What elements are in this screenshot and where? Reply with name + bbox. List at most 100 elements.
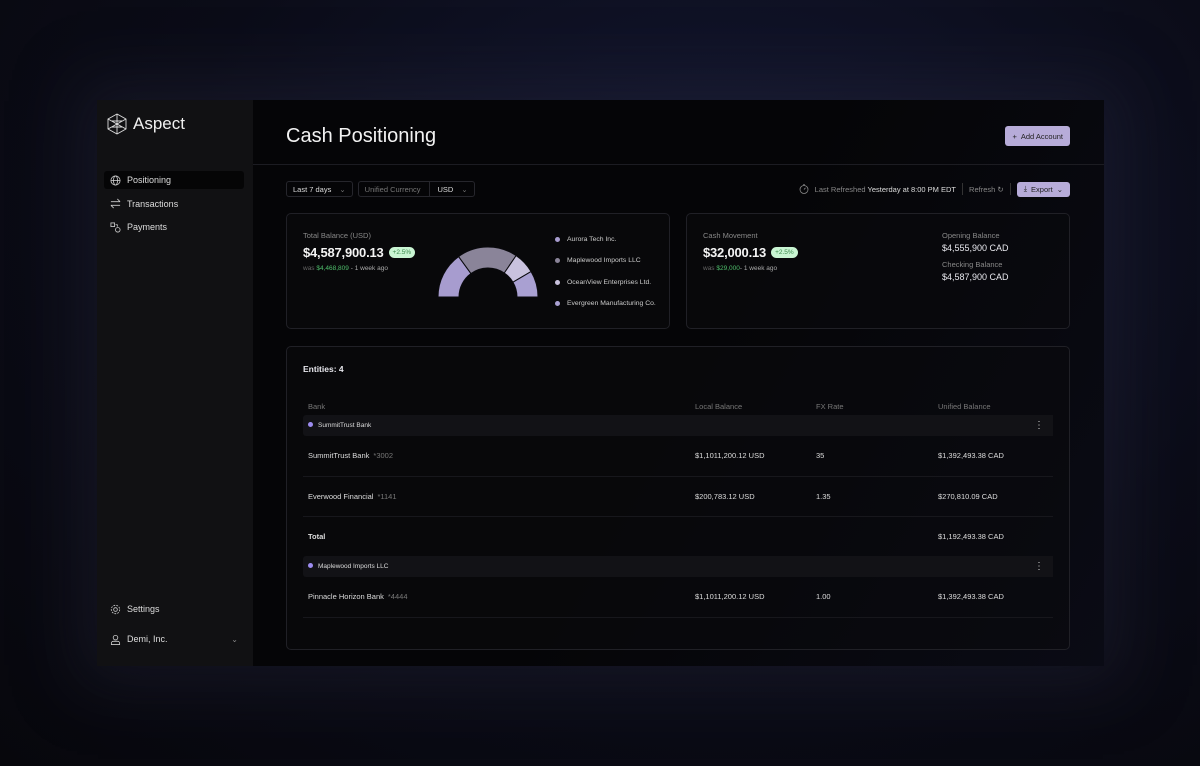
table-row[interactable]: Pinnacle Horizon Bank *4444 $1,1011,200.12… xyxy=(303,577,1053,618)
sidebar-item-transactions[interactable]: Transactions xyxy=(104,195,244,213)
column-header[interactable]: Unified Balance xyxy=(938,401,991,411)
legend-dot xyxy=(555,279,560,285)
fx-rate: 35 xyxy=(816,436,938,477)
currency-value: USD xyxy=(437,184,454,194)
change-badge: +2.5% xyxy=(771,247,798,259)
add-account-label: Add Account xyxy=(1020,131,1063,141)
legend-label: Aurora Tech Inc. xyxy=(567,235,617,243)
legend-dot xyxy=(555,236,560,242)
refresh-button[interactable]: Refresh ↻ xyxy=(969,185,1004,194)
was-value: $4,468,809 xyxy=(316,265,349,272)
user-icon xyxy=(110,634,121,645)
sidebar-item-positioning[interactable]: Positioning xyxy=(104,171,244,189)
chevron-down-icon: ⌄ xyxy=(339,184,346,194)
last-refreshed-label: Last Refreshed xyxy=(814,184,866,194)
arrows-icon xyxy=(110,198,121,209)
export-label: Export xyxy=(1031,184,1053,194)
chevron-down-icon: ⌄ xyxy=(231,634,238,644)
main-content: Cash Positioning + Add Account Last 7 day… xyxy=(253,100,1104,666)
local-balance: $1,1011,200.12 USD xyxy=(695,577,816,618)
more-options-icon[interactable]: ⋮ xyxy=(938,415,1053,436)
legend-dot xyxy=(555,301,560,306)
total-row: Total $1,192,493.38 CAD xyxy=(303,516,1053,556)
total-value: $1,192,493.38 CAD xyxy=(938,531,1004,541)
entities-table: Bank Local Balance FX Rate Unified Balan… xyxy=(303,397,1053,618)
donut-slice xyxy=(512,270,539,298)
table-row[interactable]: SummitTrust Bank *3002 $1,1011,200.12 USD 3… xyxy=(303,436,1053,477)
fx-rate: 1.35 xyxy=(816,476,938,517)
legend-label: OceanView Enterprises Ltd. xyxy=(567,278,652,286)
org-switcher[interactable]: Demi, Inc. ⌄ xyxy=(104,630,244,648)
column-header[interactable]: Bank xyxy=(308,401,326,411)
currency-select[interactable]: Unified Currency USD ⌄ xyxy=(357,181,475,197)
was-suffix: - 1 week ago xyxy=(739,265,778,272)
entities-card: Entities: 4 Bank Local Balance FX Rate U… xyxy=(286,346,1070,650)
cash-movement-card: Cash Movement $32,000.13 +2.5% was $29,00… xyxy=(686,213,1070,329)
was-value: $29,000 xyxy=(716,265,740,272)
add-account-button[interactable]: + Add Account xyxy=(1005,126,1070,146)
page-title: Cash Positioning xyxy=(286,125,437,147)
unified-balance: $1,392,493.38 CAD xyxy=(938,436,1053,477)
cash-movement-label: Cash Movement xyxy=(703,231,758,240)
logo[interactable]: Aspect xyxy=(107,113,185,135)
app-window: Aspect Positioning Transactions Payments… xyxy=(97,100,1104,666)
legend-item: Evergreen Manufacturing Co. xyxy=(555,299,656,309)
gear-icon xyxy=(110,604,121,614)
bank-name: Pinnacle Horizon Bank xyxy=(308,592,384,602)
legend-label: Evergreen Manufacturing Co. xyxy=(567,300,656,307)
sidebar: Aspect Positioning Transactions Payments… xyxy=(97,100,253,666)
table-row[interactable]: Everwood Financial *1141 $200,783.12 USD 1.… xyxy=(303,476,1053,517)
account-number: *3002 xyxy=(373,451,394,461)
entity-name: Maplewood Imports LLC xyxy=(318,563,389,570)
entity-dot xyxy=(308,563,313,568)
globe-icon xyxy=(110,175,121,185)
more-options-icon[interactable]: ⋮ xyxy=(938,556,1053,577)
chevron-down-icon: ⌄ xyxy=(1056,184,1063,194)
column-header[interactable]: Local Balance xyxy=(695,401,743,411)
chart-legend: Aurora Tech Inc. Maplewood Imports LLC Oce… xyxy=(555,234,656,320)
local-balance: $1,1011,200.12 USD xyxy=(695,436,816,477)
logo-icon xyxy=(107,113,127,135)
plus-icon: + xyxy=(1012,131,1017,141)
opening-balance-value: $4,555,900 CAD xyxy=(942,243,1009,253)
refresh-icon: ↻ xyxy=(997,184,1004,194)
change-badge: +2.5% xyxy=(388,247,416,259)
cash-movement-value: $32,000.13 xyxy=(703,245,767,260)
sidebar-item-payments[interactable]: Payments xyxy=(104,218,244,236)
legend-item: OceanView Enterprises Ltd. xyxy=(555,277,656,287)
entity-name: SummitTrust Bank xyxy=(318,422,372,429)
total-balance-card: Total Balance (USD) $4,587,900.13 +2.5% w… xyxy=(286,213,670,329)
refresh-label: Refresh xyxy=(969,184,996,194)
total-label: Total xyxy=(308,531,326,541)
total-balance-value: $4,587,900.13 xyxy=(303,245,384,260)
export-button[interactable]: ⤓ Export ⌄ xyxy=(1016,181,1070,197)
fx-rate: 1.00 xyxy=(816,577,938,618)
sidebar-item-label: Payments xyxy=(127,222,168,232)
was-suffix: - 1 week ago xyxy=(350,265,388,272)
was-prefix: was xyxy=(303,265,315,272)
entities-title: Entities: 4 xyxy=(303,364,344,374)
balance-donut-chart xyxy=(437,246,539,298)
local-balance: $200,783.12 USD xyxy=(695,476,816,517)
download-icon: ⤓ xyxy=(1023,184,1028,193)
entity-group-row[interactable]: Maplewood Imports LLC ⋮ xyxy=(303,556,1053,577)
bank-name: Everwood Financial xyxy=(308,491,374,501)
legend-dot xyxy=(555,258,560,263)
account-number: *4444 xyxy=(387,592,408,602)
bank-name: SummitTrust Bank xyxy=(308,451,370,461)
total-balance-label: Total Balance (USD) xyxy=(303,231,371,240)
settings-label: Settings xyxy=(127,604,160,614)
was-prefix: was xyxy=(703,265,715,272)
sidebar-nav: Positioning Transactions Payments xyxy=(104,171,244,242)
app-name: Aspect xyxy=(133,114,185,133)
sidebar-item-settings[interactable]: Settings xyxy=(104,600,244,618)
column-header[interactable]: FX Rate xyxy=(816,401,844,411)
entity-group-row[interactable]: SummitTrust Bank ⋮ xyxy=(303,415,1053,436)
account-number: *1141 xyxy=(377,491,397,501)
legend-label: Maplewood Imports LLC xyxy=(567,257,641,264)
last-refreshed-time: Yesterday at 8:00 PM EDT xyxy=(867,184,957,194)
unified-balance: $270,810.09 CAD xyxy=(938,476,1053,517)
org-name: Demi, Inc. xyxy=(127,634,168,644)
date-range-value: Last 7 days xyxy=(293,184,332,194)
date-range-select[interactable]: Last 7 days ⌄ xyxy=(286,181,353,197)
